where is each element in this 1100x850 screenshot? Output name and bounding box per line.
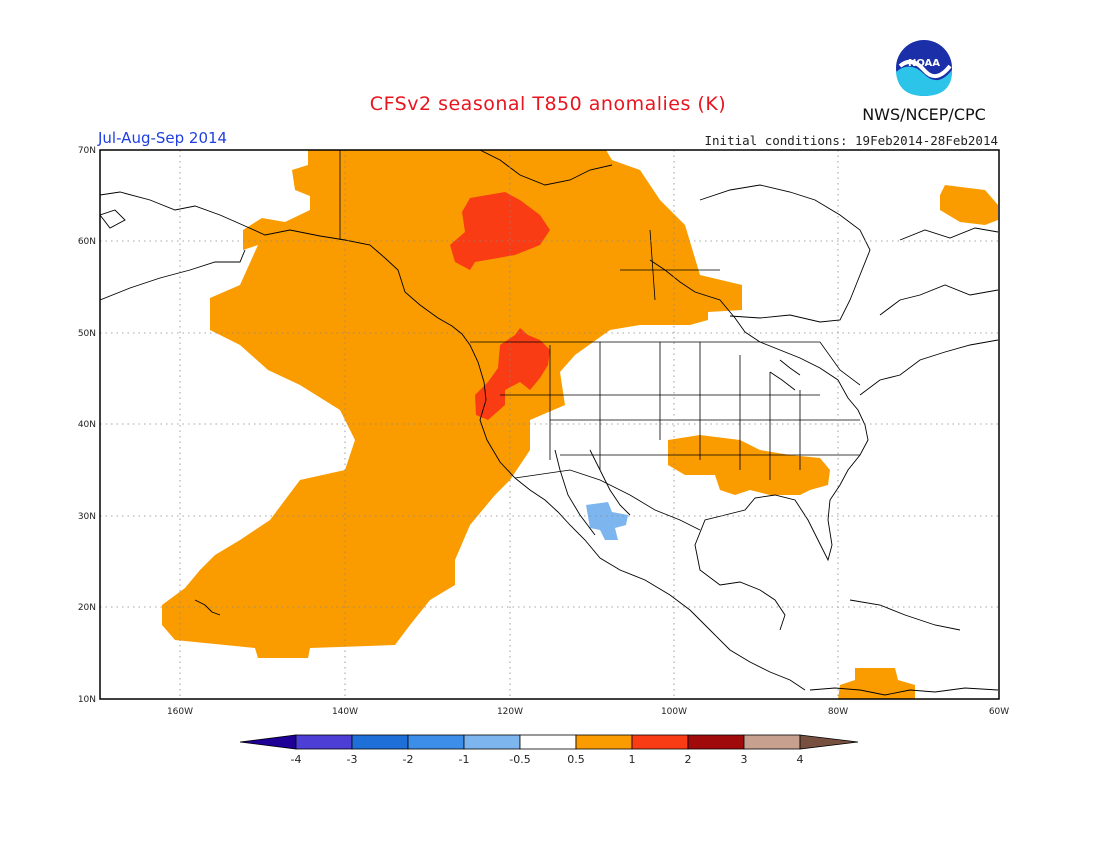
political-borders xyxy=(339,150,861,531)
colorbar-tick-label: -4 xyxy=(291,753,302,766)
colorbar-cell xyxy=(295,734,353,750)
colorbar-cell xyxy=(463,734,521,750)
colorbar-tick-label: 4 xyxy=(797,753,804,766)
longitude-labels: 160W 140W 120W 100W 80W 60W xyxy=(167,707,1009,717)
colorbar-cell xyxy=(407,734,465,750)
colorbar-cell xyxy=(799,734,859,750)
graticule xyxy=(100,150,999,699)
lat-label: 10N xyxy=(78,695,96,705)
anomaly-region-northeast-pacific xyxy=(162,150,742,658)
map-panel: 10N 20N 30N 40N 50N 60N 70N 160W 140W 12… xyxy=(78,146,1009,717)
map-title: CFSv2 seasonal T850 anomalies (K) xyxy=(370,93,726,115)
colorbar-tick-label: 2 xyxy=(685,753,692,766)
anomaly-region-labrador xyxy=(940,185,998,225)
coastlines xyxy=(100,150,999,696)
colorbar-tick-label: 3 xyxy=(741,753,748,766)
agency-label: NWS/NCEP/CPC xyxy=(862,105,986,124)
anomaly-region-caribbean xyxy=(838,668,915,699)
colorbar-cell xyxy=(519,734,577,750)
lat-label: 70N xyxy=(78,146,96,156)
anomaly-region-southeast-us xyxy=(668,435,830,495)
colorbar-cell xyxy=(743,734,801,750)
lon-label: 60W xyxy=(989,707,1009,717)
lat-label: 40N xyxy=(78,420,96,430)
anomaly-region-northwest-mexico xyxy=(586,502,628,540)
latitude-labels: 10N 20N 30N 40N 50N 60N 70N xyxy=(78,146,96,705)
colorbar-cell xyxy=(631,734,689,750)
colorbar-cell xyxy=(351,734,409,750)
colorbar-tick-label: -3 xyxy=(347,753,358,766)
colorbar-tick-label: 0.5 xyxy=(567,753,585,766)
lon-label: 160W xyxy=(167,707,193,717)
colorbar-cell xyxy=(239,734,297,750)
lon-label: 100W xyxy=(661,707,687,717)
colorbar-cell xyxy=(575,734,633,750)
colorbar-tick-label: -1 xyxy=(459,753,470,766)
noaa-logo-text: NOAA xyxy=(908,58,940,69)
anomaly-region-northwest-canada xyxy=(450,192,550,270)
lat-label: 30N xyxy=(78,512,96,522)
lat-label: 50N xyxy=(78,329,96,339)
colorbar: -4 -3 -2 -1 -0.5 0.5 1 2 3 4 xyxy=(239,734,859,766)
colorbar-tick-label: 1 xyxy=(629,753,636,766)
lat-label: 20N xyxy=(78,603,96,613)
noaa-logo: NOAA xyxy=(896,40,952,96)
forecast-period: Jul-Aug-Sep 2014 xyxy=(97,129,227,147)
lon-label: 80W xyxy=(828,707,848,717)
anomaly-region-pacific-northwest xyxy=(475,328,550,420)
initial-conditions: Initial conditions: 19Feb2014-28Feb2014 xyxy=(705,133,999,148)
colorbar-tick-label: -0.5 xyxy=(509,753,530,766)
colorbar-tick-label: -2 xyxy=(403,753,414,766)
map-frame xyxy=(99,149,1000,700)
lon-label: 140W xyxy=(332,707,358,717)
lat-label: 60N xyxy=(78,237,96,247)
lon-label: 120W xyxy=(497,707,523,717)
colorbar-cell xyxy=(687,734,745,750)
